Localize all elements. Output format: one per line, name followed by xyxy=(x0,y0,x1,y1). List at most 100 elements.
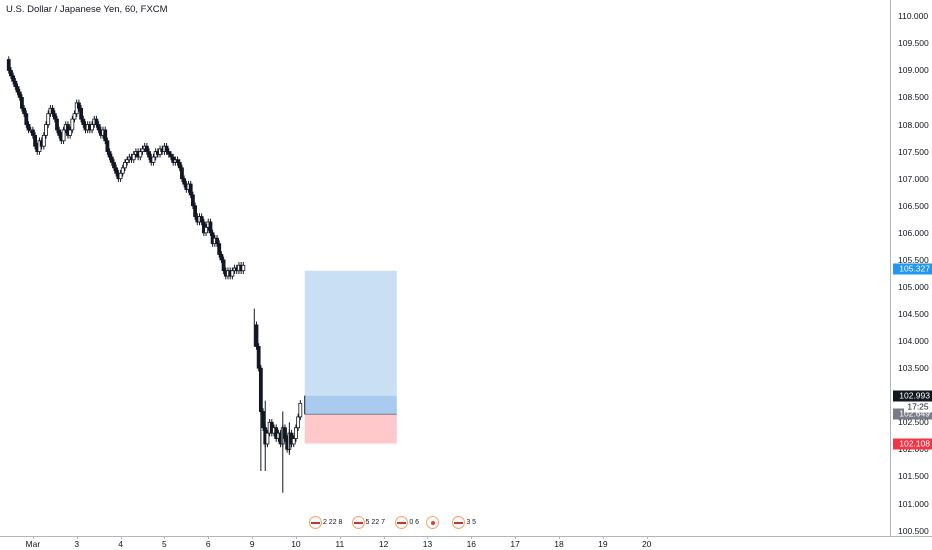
candle-body xyxy=(151,156,156,163)
date-tick-label: 20 xyxy=(641,539,652,549)
date-tick-label: 11 xyxy=(335,539,345,549)
candle-body xyxy=(298,402,303,418)
bar-countdown-timer: 17:25 xyxy=(904,401,932,413)
date-tick-label: 4 xyxy=(118,539,123,549)
price-tick-label: 109.500 xyxy=(898,38,929,49)
us-flag-icon xyxy=(351,516,365,529)
candle-body xyxy=(217,243,222,255)
economic-event-marker[interactable]: 3 5 xyxy=(452,516,476,529)
date-tick-mark xyxy=(120,536,122,539)
price-tick-label: 110.000 xyxy=(898,11,929,22)
candle-body xyxy=(50,107,55,115)
date-tick-label: 9 xyxy=(249,539,255,549)
price-tick-label: 103.500 xyxy=(898,363,929,374)
date-tick-mark xyxy=(76,536,78,539)
price-tick-label: 106.000 xyxy=(898,227,929,238)
candle-body xyxy=(17,91,22,98)
price-tick-label: 104.500 xyxy=(898,309,929,320)
price-tick-label: 100.500 xyxy=(898,525,929,536)
price-tick-label: 106.500 xyxy=(898,200,929,211)
economic-event-marker[interactable]: 2 22 8 xyxy=(308,516,343,529)
candle-body xyxy=(114,167,119,174)
candle-body xyxy=(131,153,136,161)
price-tick-label: 105.000 xyxy=(898,281,929,292)
candle-body xyxy=(283,427,287,439)
candle-body xyxy=(256,346,261,369)
candle-body xyxy=(265,432,270,445)
event-count-label: 2 22 8 xyxy=(322,519,343,526)
candle-body xyxy=(230,270,235,277)
price-label-tag: 105.327 xyxy=(893,263,932,275)
japan-flag-icon xyxy=(426,516,440,529)
price-label-tag: 102.993 xyxy=(893,390,932,402)
candle-body xyxy=(20,97,24,109)
date-tick-mark xyxy=(383,536,385,539)
economic-event-marker[interactable] xyxy=(426,516,440,529)
date-tick-label: 12 xyxy=(378,539,389,549)
date-tick-mark xyxy=(339,536,341,539)
economic-event-marker[interactable]: 0 6 xyxy=(395,516,419,529)
date-tick-mark xyxy=(32,536,34,539)
candle-body xyxy=(180,167,184,180)
chart-title: U.S. Dollar / Japanese Yen, 60, FXCM xyxy=(6,4,168,15)
candle-body xyxy=(105,140,110,152)
date-tick-label: 5 xyxy=(162,539,167,549)
date-tick-label: 6 xyxy=(205,539,211,549)
candle-body xyxy=(291,438,296,445)
candle-body xyxy=(191,194,195,207)
candle-body xyxy=(41,134,46,147)
candle-body xyxy=(30,129,35,136)
date-tick-mark xyxy=(515,536,517,539)
candle-body xyxy=(61,129,66,142)
candle-body xyxy=(182,178,187,185)
candle-body xyxy=(11,75,16,82)
candle-body xyxy=(123,162,127,169)
candle-body xyxy=(175,159,180,163)
date-tick-label: 19 xyxy=(598,539,608,549)
date-tick-label: Mar xyxy=(25,539,41,549)
date-tick-mark xyxy=(558,536,560,539)
event-count-label: 5 22 7 xyxy=(365,519,385,526)
event-count-label: 0 6 xyxy=(409,519,420,526)
price-tick-label: 102.000 xyxy=(898,444,929,455)
price-tick-label: 101.500 xyxy=(898,471,929,482)
position-open-profit-zone xyxy=(304,395,397,415)
candle-body xyxy=(219,254,224,261)
position-stop-zone xyxy=(304,414,397,444)
candle-body xyxy=(296,416,301,429)
price-tick-label: 108.500 xyxy=(898,92,929,103)
candle-body xyxy=(188,183,193,196)
candle-body xyxy=(90,124,94,131)
candle-body xyxy=(24,113,29,125)
candle-body xyxy=(52,113,57,120)
date-tick-label: 18 xyxy=(554,539,564,549)
date-tick-mark xyxy=(208,536,210,539)
candle-body xyxy=(103,129,108,142)
candle-body xyxy=(79,107,84,120)
candle-body xyxy=(241,264,246,272)
position-target-zone xyxy=(304,270,397,396)
price-tick-label: 109.000 xyxy=(898,65,929,76)
candle-body xyxy=(208,221,213,234)
candle-body xyxy=(177,162,182,169)
time-axis-line xyxy=(0,536,932,537)
date-tick-label: 17 xyxy=(510,539,520,549)
candle-body xyxy=(46,113,51,125)
candle-body xyxy=(221,259,226,272)
candle-body xyxy=(166,151,171,155)
candle-body xyxy=(118,172,123,180)
price-label-tag: 102.108 xyxy=(893,438,932,450)
candle-body xyxy=(138,151,143,158)
candle-body xyxy=(9,69,13,77)
candle-body xyxy=(215,237,219,245)
date-tick-mark xyxy=(646,536,648,539)
candle-body xyxy=(107,151,112,158)
candle-body xyxy=(144,145,149,152)
economic-event-marker[interactable]: 5 22 7 xyxy=(351,516,385,529)
date-tick-label: 3 xyxy=(74,539,80,549)
price-tick-label: 104.000 xyxy=(898,336,929,347)
candle-body xyxy=(72,113,77,120)
candle-body xyxy=(44,124,48,136)
